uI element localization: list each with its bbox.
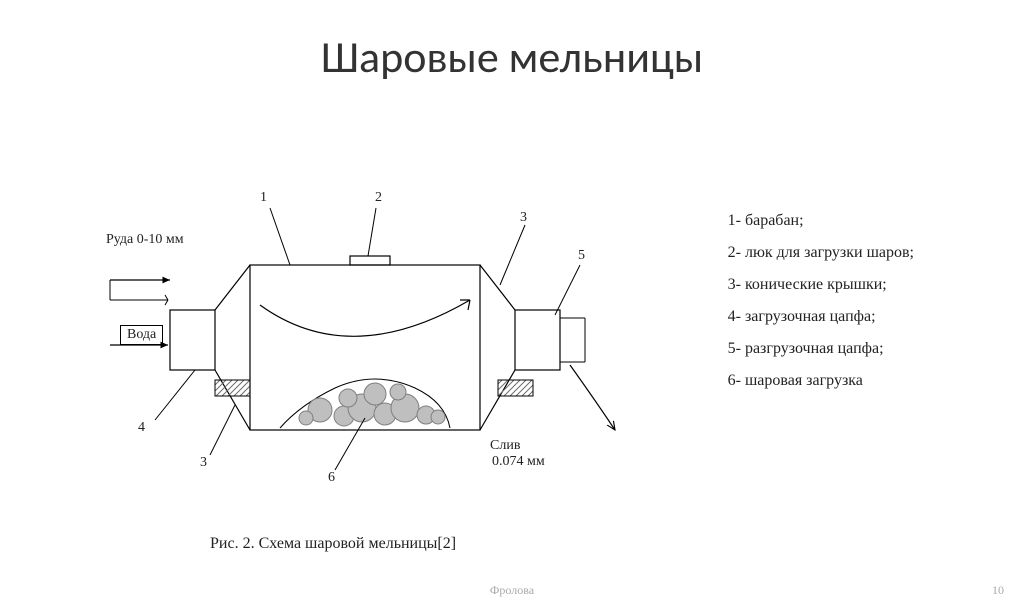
marker-5: 5 — [578, 248, 585, 264]
legend: 1- барабан; 2- люк для загрузки шаров; 3… — [728, 205, 914, 397]
footer-author: Фролова — [0, 583, 1024, 598]
marker-1: 1 — [260, 190, 267, 206]
legend-item-6: 6- шаровая загрузка — [728, 365, 914, 397]
label-overflow-a: Слив — [490, 438, 520, 454]
label-ore: Руда 0-10 мм — [106, 232, 184, 248]
legend-item-1: 1- барабан; — [728, 205, 914, 237]
marker-6: 6 — [328, 470, 335, 486]
label-water: Вода — [120, 325, 163, 345]
figure-caption: Рис. 2. Схема шаровой мельницы[2] — [210, 535, 456, 553]
legend-item-3: 3- конические крышки; — [728, 269, 914, 301]
diagram-stage: 1 2 3 5 4 3 6 Руда 0-10 мм Вода Слив 0.0… — [100, 170, 620, 520]
marker-2: 2 — [375, 190, 382, 206]
legend-item-5: 5- разгрузочная цапфа; — [728, 333, 914, 365]
marker-3b: 3 — [200, 455, 207, 471]
marker-4: 4 — [138, 420, 145, 436]
legend-item-2: 2- люк для загрузки шаров; — [728, 237, 914, 269]
page-number: 10 — [992, 583, 1004, 598]
marker-3a: 3 — [520, 210, 527, 226]
legend-item-4: 4- загрузочная цапфа; — [728, 301, 914, 333]
label-overflow-b: 0.074 мм — [492, 454, 545, 470]
page-title: Шаровые мельницы — [0, 30, 1024, 84]
